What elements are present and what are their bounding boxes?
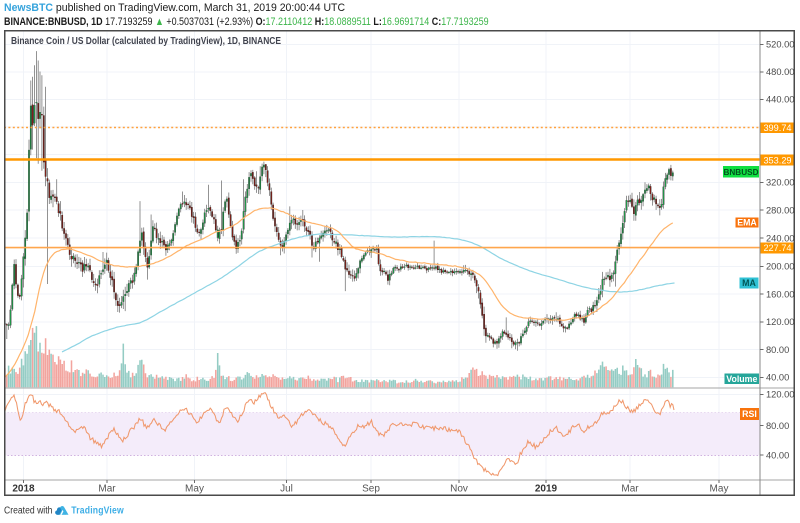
svg-text:120.00: 120.00 [766,317,794,327]
svg-text:320.00: 320.00 [766,178,794,188]
svg-text:120.00: 120.00 [766,390,794,400]
svg-text:80.00: 80.00 [766,421,789,431]
svg-text:RSI: RSI [742,409,757,419]
svg-text:Mar: Mar [621,484,639,495]
svg-text:160.00: 160.00 [766,289,794,299]
svg-text:227.74: 227.74 [763,243,791,253]
svg-text:Nov: Nov [450,484,468,495]
svg-text:200.00: 200.00 [766,262,794,272]
svg-text:280.00: 280.00 [766,205,794,215]
svg-text:480.00: 480.00 [766,67,794,77]
svg-text:40.00: 40.00 [766,373,789,383]
svg-text:Jul: Jul [280,484,293,495]
svg-text:Mar: Mar [98,484,116,495]
svg-text:BNBUSD: BNBUSD [723,168,758,177]
svg-text:440.00: 440.00 [766,95,794,105]
svg-text:80.00: 80.00 [766,345,789,355]
svg-text:40.00: 40.00 [766,450,789,460]
svg-text:Volume: Volume [726,374,757,384]
svg-text:2019: 2019 [535,484,558,495]
svg-text:May: May [710,484,729,495]
svg-text:353.29: 353.29 [763,155,791,165]
svg-text:Sep: Sep [362,484,380,495]
svg-text:May: May [185,484,204,495]
svg-text:MA: MA [742,278,756,288]
svg-text:2018: 2018 [12,484,35,495]
svg-text:EMA: EMA [737,218,757,228]
svg-text:399.74: 399.74 [763,123,791,133]
svg-text:240.00: 240.00 [766,233,794,243]
svg-text:Binance Coin / US Dollar (calc: Binance Coin / US Dollar (calculated by … [11,36,281,47]
svg-text:520.00: 520.00 [766,40,794,50]
